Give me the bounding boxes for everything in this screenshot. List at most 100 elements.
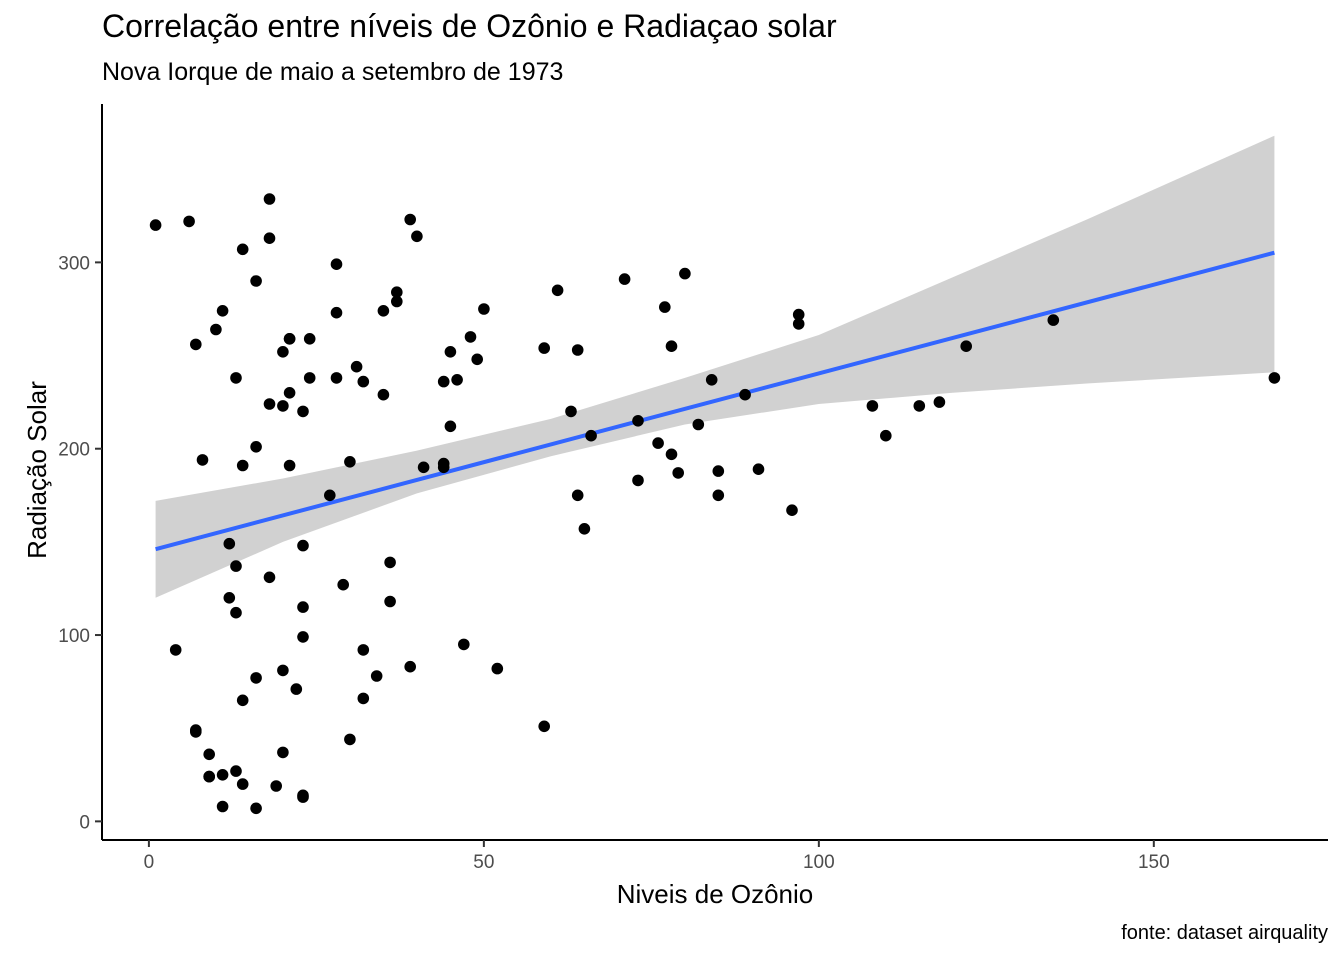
trend-line-layer	[155, 250, 1275, 552]
data-point	[357, 375, 370, 388]
data-point	[283, 387, 296, 399]
data-point	[404, 660, 417, 673]
data-point	[880, 429, 892, 442]
x-tick-label: 0	[144, 852, 155, 873]
data-point	[1047, 314, 1060, 326]
data-point	[210, 323, 222, 336]
y-tick-label: 100	[58, 626, 90, 647]
data-point	[223, 537, 236, 550]
data-point	[330, 306, 343, 319]
data-point	[712, 489, 725, 502]
y-tick-label: 0	[79, 812, 90, 833]
data-point	[250, 441, 262, 453]
trend-line	[155, 250, 1275, 552]
data-point	[236, 694, 249, 707]
data-point	[665, 448, 678, 461]
data-point	[672, 467, 684, 479]
data-point	[236, 243, 249, 256]
data-point	[250, 275, 262, 287]
data-point	[618, 273, 631, 285]
x-axis-title: Niveis de Ozônio	[617, 879, 814, 909]
data-point	[437, 461, 450, 474]
confidence-band	[155, 135, 1275, 598]
data-point	[1268, 372, 1281, 384]
data-point	[230, 765, 242, 777]
data-point	[223, 592, 236, 604]
confidence-band-layer	[155, 135, 1275, 598]
data-point	[478, 303, 490, 315]
data-point	[236, 459, 249, 472]
data-point	[665, 340, 678, 353]
data-point	[705, 374, 718, 386]
x-tick-label: 100	[803, 852, 835, 873]
data-point	[277, 664, 289, 677]
data-point	[297, 601, 309, 613]
data-point	[263, 398, 276, 410]
data-point	[169, 644, 182, 656]
data-point	[739, 388, 751, 401]
data-point	[712, 465, 725, 477]
data-point	[216, 800, 229, 813]
data-point	[283, 333, 296, 345]
axes	[101, 104, 1328, 841]
data-point	[230, 606, 242, 619]
data-point	[216, 305, 229, 317]
data-point	[370, 670, 383, 682]
data-point	[571, 489, 584, 502]
data-point	[417, 461, 430, 474]
data-point	[263, 232, 276, 244]
data-point	[933, 396, 946, 408]
data-point	[659, 301, 671, 313]
data-point	[303, 372, 316, 384]
data-point	[203, 748, 215, 761]
data-point	[585, 429, 597, 442]
data-point	[491, 662, 504, 675]
y-tick-label: 300	[58, 253, 90, 274]
data-point	[464, 331, 477, 343]
chart-caption: fonte: dataset airquality	[1121, 922, 1328, 944]
data-point	[196, 454, 209, 466]
data-point	[960, 340, 972, 353]
data-point	[290, 683, 303, 695]
data-point	[391, 286, 403, 299]
data-point	[404, 213, 417, 226]
data-point	[297, 405, 309, 418]
data-point	[277, 400, 289, 412]
data-point	[632, 415, 644, 427]
ticks: 0 50 100 150 0 100 200 300	[58, 253, 1169, 873]
data-point	[270, 780, 283, 792]
data-point	[236, 778, 249, 790]
data-point	[692, 418, 705, 431]
data-point	[149, 219, 162, 231]
data-point	[458, 638, 470, 651]
data-point	[350, 360, 363, 373]
data-point	[277, 346, 289, 358]
data-point	[230, 560, 242, 572]
y-axis-title: Radiação Solar	[22, 381, 52, 559]
data-point	[866, 400, 879, 412]
data-point	[471, 353, 484, 366]
data-point	[565, 405, 577, 418]
data-point	[283, 459, 296, 472]
data-point	[203, 770, 215, 783]
data-point	[216, 769, 229, 781]
data-point	[377, 305, 390, 317]
data-point	[303, 333, 316, 345]
data-point	[444, 346, 457, 358]
chart-subtitle: Nova Iorque de maio a setembro de 1973	[102, 58, 564, 86]
data-point	[632, 474, 644, 487]
data-point	[263, 571, 276, 584]
data-point	[337, 578, 350, 591]
x-tick-label: 50	[473, 852, 494, 873]
data-point	[679, 267, 691, 280]
data-point	[183, 215, 195, 228]
data-point	[377, 388, 390, 401]
data-point	[297, 631, 309, 643]
x-tick-label: 150	[1138, 852, 1170, 873]
data-point	[571, 344, 584, 356]
data-point	[330, 372, 343, 384]
data-point	[652, 437, 664, 449]
data-points-layer	[149, 193, 1281, 815]
data-point	[277, 746, 289, 759]
data-point	[297, 789, 309, 802]
